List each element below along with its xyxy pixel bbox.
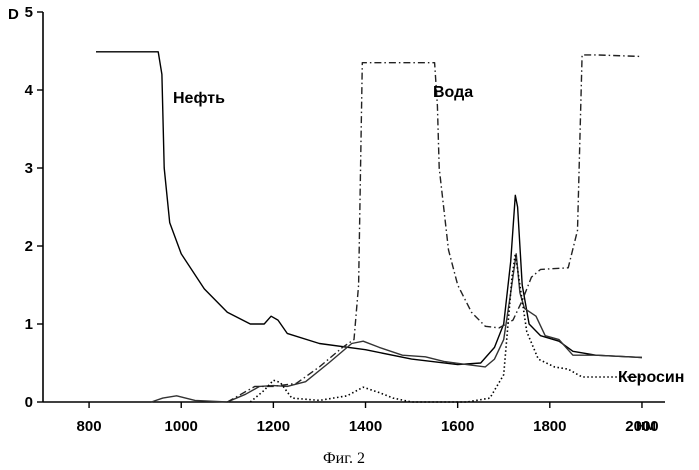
y-tick-label: 1 bbox=[25, 316, 33, 333]
x-tick-label: 1400 bbox=[349, 418, 382, 435]
x-axis-unit: нм bbox=[636, 417, 656, 434]
y-axis-label: D bbox=[8, 6, 19, 23]
x-tick-label: 1200 bbox=[257, 418, 290, 435]
series-line-2 bbox=[227, 55, 642, 402]
y-tick-label: 5 bbox=[25, 4, 33, 21]
x-tick-label: 1800 bbox=[533, 418, 566, 435]
x-tick-label: 1600 bbox=[441, 418, 474, 435]
figure-caption: Фиг. 2 bbox=[323, 450, 365, 467]
x-tick-label: 800 bbox=[77, 418, 102, 435]
series-label-water: Вода bbox=[433, 84, 473, 101]
x-tick-label: 1000 bbox=[165, 418, 198, 435]
series-line-1 bbox=[151, 254, 642, 402]
series-label-oil: Нефть bbox=[173, 90, 225, 107]
y-tick-label: 3 bbox=[25, 160, 33, 177]
y-tick-label: 2 bbox=[25, 238, 33, 255]
chart-ticks: 012345800100012001400160018002000 bbox=[25, 4, 659, 435]
y-tick-label: 4 bbox=[25, 82, 34, 99]
y-tick-label: 0 bbox=[25, 394, 33, 411]
series-label-kerosene: Керосин bbox=[618, 369, 684, 386]
